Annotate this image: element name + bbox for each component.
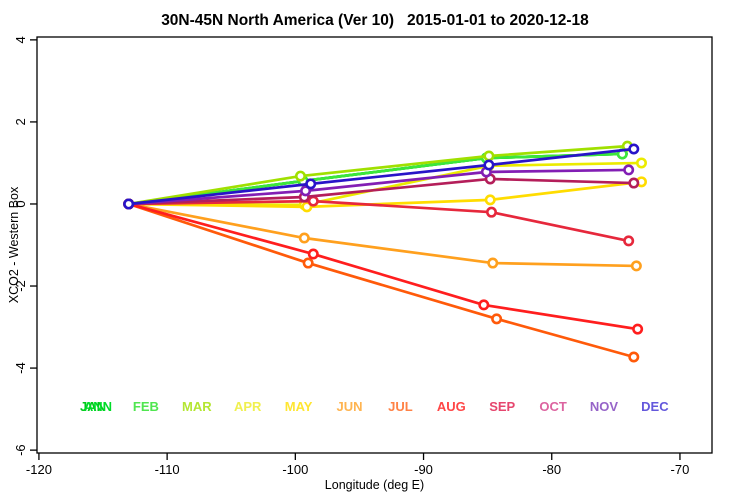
x-tick-label: -80 [542, 462, 561, 477]
legend-month-apr: APR [234, 399, 262, 414]
series-marker-aug [632, 323, 644, 335]
legend-month-feb: FEB [133, 399, 159, 414]
series-line-may [127, 180, 643, 209]
series-marker-nov [300, 185, 312, 197]
series-marker-jul [302, 257, 314, 269]
y-tick-label: -6 [13, 444, 28, 456]
legend-month-jul: JUL [388, 399, 413, 414]
x-axis-title: Longitude (deg E) [324, 478, 425, 492]
series-marker-oct [628, 177, 640, 189]
plot-box [36, 36, 713, 454]
series-marker-dec [483, 159, 495, 171]
series-line-jul [127, 202, 636, 359]
series-marker-jun [298, 232, 310, 244]
series-marker-sep [623, 235, 635, 247]
series-line-jun [127, 202, 638, 268]
series-marker-dec [305, 178, 317, 190]
series-marker-jul [491, 313, 503, 325]
legend-month-nov: NOV [590, 399, 619, 414]
y-tick-label: -4 [13, 362, 28, 374]
series-marker-sep [307, 195, 319, 207]
x-tick-label: -110 [155, 462, 180, 477]
y-tick-label: 2 [13, 118, 28, 125]
series-line-feb [127, 152, 624, 206]
y-tick-label: -2 [13, 280, 28, 292]
legend-month-ann: ANN [84, 399, 112, 414]
series-marker-mar [294, 170, 306, 182]
legend-month-dec: DEC [641, 399, 669, 414]
x-tick-label: -100 [282, 462, 308, 477]
series-line-nov [127, 168, 631, 206]
series-marker-nov [623, 164, 635, 176]
legend-month-aug: AUG [437, 399, 466, 414]
legend-month-mar: MAR [182, 399, 212, 414]
series-marker-dec [123, 198, 135, 210]
series-marker-aug [307, 248, 319, 260]
series-marker-dec [628, 143, 640, 155]
series-marker-apr [635, 157, 647, 169]
y-tick-label: 4 [13, 36, 28, 43]
x-tick-label: -70 [671, 462, 690, 477]
series-marker-aug [478, 299, 490, 311]
legend-month-may: MAY [285, 399, 313, 414]
series-marker-jun [487, 257, 499, 269]
series-line-mar [127, 144, 629, 206]
y-tick-label: 0 [13, 200, 28, 207]
series-marker-jun [630, 260, 642, 272]
series-marker-sep [485, 206, 497, 218]
legend-month-jan: JAN [80, 399, 106, 414]
series-marker-may [301, 201, 313, 213]
series-line-sep [127, 199, 631, 243]
series-line-dec [127, 147, 636, 206]
legend-month-oct: OCT [539, 399, 567, 414]
x-tick-label: -90 [414, 462, 433, 477]
series-line-aug [127, 202, 639, 331]
series-line-oct [127, 177, 636, 206]
legend-month-jun: JUN [336, 399, 362, 414]
series-marker-may [484, 194, 496, 206]
x-tick-label: -120 [26, 462, 52, 477]
chart-title: 30N-45N North America (Ver 10) 2015-01-0… [161, 12, 589, 29]
series-marker-jul [628, 351, 640, 363]
series-marker-mar [483, 150, 495, 162]
legend-month-sep: SEP [489, 399, 515, 414]
